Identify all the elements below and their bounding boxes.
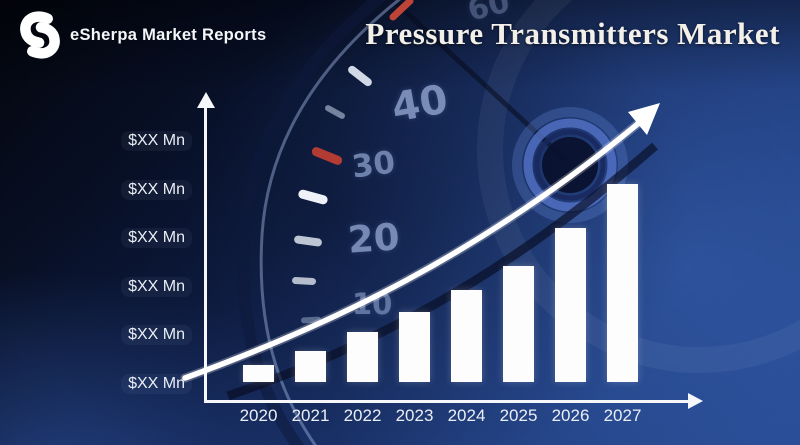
y-axis-tick-labels: $XX Mn $XX Mn $XX Mn $XX Mn $XX Mn $XX Mn (100, 0, 192, 445)
year-label-2026: 2026 (551, 406, 590, 425)
y-axis-tick-label: $XX Mn (121, 374, 192, 394)
bar-2024 (451, 290, 482, 382)
brand-name: eSherpa Market Reports (70, 25, 267, 44)
year-label-2021: 2021 (291, 406, 330, 425)
y-axis-tick-label: $XX Mn (121, 131, 192, 151)
brand-logo: eSherpa Market Reports (18, 8, 266, 62)
year-label-2027: 2027 (603, 406, 642, 425)
bars-group (205, 108, 695, 382)
y-axis-arrow-icon (196, 92, 215, 108)
bar-2023 (399, 312, 430, 382)
year-label-2024: 2024 (447, 406, 486, 425)
x-axis-labels: 2020 2021 2022 2023 2024 2025 2026 2027 (205, 406, 695, 430)
bar-2027 (607, 184, 638, 382)
y-axis-tick-label: $XX Mn (121, 325, 192, 346)
esherpa-logo-icon (20, 11, 60, 59)
bar-2020 (243, 365, 274, 382)
gauge-outer-faint-arc (477, 0, 800, 373)
y-axis-tick-label: $XX Mn (121, 276, 192, 297)
y-axis-line (204, 106, 207, 402)
gauge-tick-marks (292, 65, 372, 324)
bar-2025 (503, 266, 534, 382)
page-title: Pressure Transmitters Market (365, 16, 780, 51)
year-label-2020: 2020 (239, 406, 278, 425)
y-axis-tick-label: $XX Mn (121, 179, 192, 200)
bar-2022 (347, 332, 378, 382)
x-axis-arrow-icon (688, 393, 703, 409)
x-axis-line (204, 400, 690, 403)
gauge-needle-red-tip (389, 0, 414, 21)
year-label-2025: 2025 (499, 406, 538, 425)
y-axis-tick-label: $XX Mn (121, 228, 192, 249)
gauge-red-tick (311, 147, 343, 165)
growth-arrow-shadow (226, 142, 658, 401)
year-label-2022: 2022 (343, 406, 382, 425)
year-label-2023: 2023 (395, 406, 434, 425)
bar-2021 (295, 351, 326, 382)
bar-2026 (555, 228, 586, 382)
